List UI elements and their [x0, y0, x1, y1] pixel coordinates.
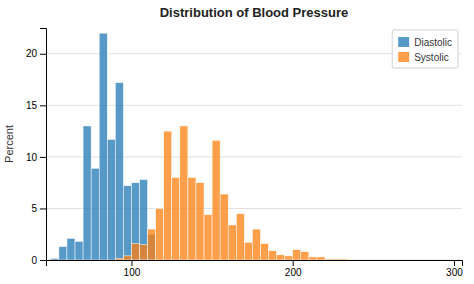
bar: [301, 252, 309, 260]
bar: [123, 256, 131, 260]
bar: [317, 257, 325, 260]
y-tick-label: 10: [26, 152, 38, 163]
x-tick: 200: [285, 260, 302, 278]
y-axis-title: Percent: [3, 125, 15, 163]
bar: [212, 140, 220, 260]
bar: [293, 250, 301, 260]
x-axis: 100 200 300: [47, 260, 464, 278]
bar: [67, 238, 75, 260]
bar: [115, 258, 123, 260]
y-tick-mark: [40, 208, 46, 209]
y-axis: 0 5 10 15 20: [26, 29, 47, 266]
legend: Diastolic Systolic: [392, 30, 458, 68]
bar: [269, 251, 277, 260]
series-bars: [115, 126, 397, 260]
x-tick: 300: [446, 260, 463, 278]
title: Distribution of Blood Pressure: [160, 5, 349, 20]
bar: [252, 229, 260, 260]
bar: [188, 178, 196, 260]
bar: [309, 257, 317, 260]
x-tick-label: 300: [446, 267, 463, 278]
x-tick-mark: [293, 260, 294, 266]
bar: [123, 186, 131, 260]
legend-swatch: [398, 37, 409, 47]
bar: [107, 139, 115, 260]
bar: [325, 259, 333, 260]
bar: [333, 259, 341, 260]
bar: [164, 131, 172, 260]
bar: [59, 247, 67, 260]
y-tick-label: 0: [31, 255, 37, 266]
chart-container: 100 200 300 0 5 10 15 20 Diastolic Systolic Percen…: [0, 0, 474, 284]
y-tick: 10: [26, 152, 46, 163]
x-tick-label: 200: [285, 267, 302, 278]
x-tick-mark: [454, 260, 455, 266]
y-tick-mark: [40, 54, 46, 55]
bar: [83, 126, 91, 260]
y-tick-label: 20: [26, 48, 38, 59]
bar: [51, 258, 59, 260]
bar: [349, 259, 357, 260]
bar: [131, 183, 139, 260]
legend-box: [392, 30, 458, 68]
bar: [220, 194, 228, 260]
bar: [180, 126, 188, 260]
bar: [236, 214, 244, 260]
legend-swatch: [398, 52, 409, 62]
bar: [115, 83, 123, 260]
y-tick-mark: [40, 157, 46, 158]
bars: [51, 33, 398, 260]
bar: [204, 215, 212, 260]
plot-area: 100 200 300 0 5 10 15 20 Diastolic Systolic: [26, 29, 463, 279]
y-tick: 20: [26, 48, 46, 59]
bar: [260, 244, 268, 260]
x-tick-mark: [131, 260, 132, 266]
y-axis-line: [40, 29, 47, 261]
y-tick: 5: [31, 203, 46, 214]
y-tick-mark: [40, 105, 46, 106]
x-axis-line: [47, 261, 463, 267]
grid-line: [46, 105, 462, 106]
bar: [99, 33, 107, 260]
bar: [75, 241, 83, 260]
bar: [285, 256, 293, 260]
y-tick-mark: [40, 260, 46, 261]
x-tick-label: 100: [124, 267, 141, 278]
chart-svg: 100 200 300 0 5 10 15 20 Diastolic Systolic Percen…: [0, 0, 474, 284]
bar: [228, 225, 236, 260]
bar: [91, 168, 99, 260]
legend-label: Systolic: [414, 52, 448, 63]
bar: [196, 183, 204, 260]
series-bars: [51, 33, 156, 260]
bar: [148, 229, 156, 260]
bar: [140, 180, 148, 260]
bar: [341, 259, 349, 260]
y-tick-label: 5: [31, 203, 37, 214]
grid: [46, 54, 462, 260]
bar: [277, 255, 285, 260]
bar: [156, 208, 164, 260]
x-tick: 100: [124, 260, 141, 278]
y-tick: 15: [26, 100, 46, 111]
bar: [131, 244, 139, 260]
bar: [172, 178, 180, 260]
legend-label: Diastolic: [414, 37, 452, 48]
bar: [244, 242, 252, 260]
bar: [389, 259, 397, 260]
bar: [140, 245, 148, 260]
y-tick-label: 15: [26, 100, 38, 111]
y-tick: 0: [31, 255, 46, 266]
